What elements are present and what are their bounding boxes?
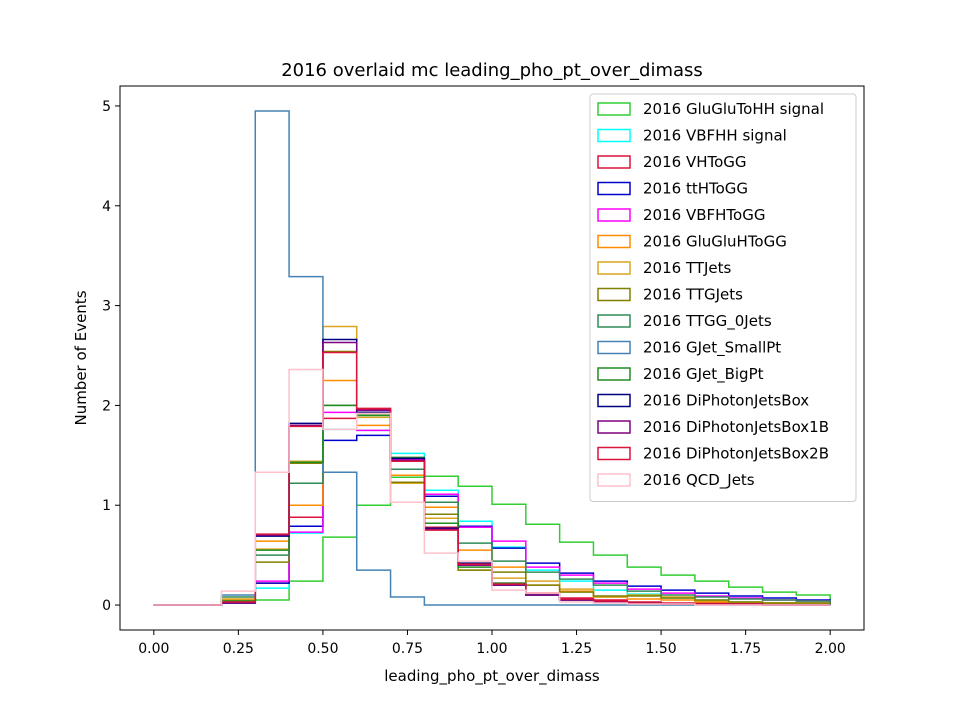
y-tick-label: 3 <box>102 299 111 315</box>
legend-label: 2016 VBFHH signal <box>643 127 787 145</box>
legend-label: 2016 VBFHToGG <box>643 206 765 224</box>
legend-swatch <box>597 155 631 169</box>
legend-label: 2016 DiPhotonJetsBox2B <box>643 445 829 463</box>
x-tick-label: 1.25 <box>561 641 592 657</box>
legend-swatch <box>597 208 631 222</box>
legend-swatch <box>597 367 631 381</box>
legend-swatch <box>597 261 631 275</box>
x-tick-label: 1.00 <box>476 641 507 657</box>
x-tick-label: 2.00 <box>815 641 846 657</box>
chart-title: 2016 overlaid mc leading_pho_pt_over_dim… <box>281 60 703 81</box>
legend-label: 2016 GluGluHToGG <box>643 233 787 251</box>
legend-swatch <box>597 128 631 143</box>
legend-swatch <box>597 340 631 355</box>
legend-swatch <box>597 102 631 116</box>
y-tick-label: 0 <box>102 598 111 614</box>
legend-swatch <box>597 473 631 487</box>
y-axis-ticks: 0 1 2 3 4 5 <box>102 99 120 614</box>
legend-label: 2016 GJet_SmallPt <box>643 339 781 358</box>
legend-label: 2016 GluGluToHH signal <box>643 100 824 118</box>
y-axis-label: Number of Events <box>72 290 90 425</box>
x-axis-ticks: 0.00 0.25 0.50 0.75 1.00 1.25 1.50 1.75 2.00 <box>138 630 846 657</box>
legend-label: 2016 DiPhotonJetsBox1B <box>643 418 829 436</box>
legend-swatch <box>597 234 631 249</box>
series-line-9 <box>153 110 831 606</box>
y-tick-label: 2 <box>102 398 111 414</box>
legend-swatch <box>597 314 631 328</box>
legend-label: 2016 GJet_BigPt <box>643 365 764 384</box>
x-tick-label: 0.00 <box>138 641 169 657</box>
legend: 2016 GluGluToHH signal 2016 VBFHH signal 2… <box>589 93 857 502</box>
y-tick-label: 1 <box>102 498 111 514</box>
x-axis-label: leading_pho_pt_over_dimass <box>384 667 600 686</box>
series-line-0 <box>153 475 831 606</box>
x-tick-label: 1.75 <box>730 641 761 657</box>
x-tick-label: 0.75 <box>392 641 423 657</box>
legend-label: 2016 TTJets <box>643 259 732 277</box>
legend-swatch <box>597 446 631 461</box>
y-tick-label: 5 <box>102 99 111 115</box>
series-line-14 <box>153 368 831 606</box>
legend-swatch <box>597 181 631 196</box>
legend-swatch <box>597 287 631 302</box>
legend-label: 2016 ttHToGG <box>643 180 748 198</box>
legend-frame <box>589 93 857 502</box>
x-tick-label: 1.50 <box>646 641 677 657</box>
legend-label: 2016 QCD_Jets <box>643 471 755 490</box>
legend-label: 2016 TTGJets <box>643 286 743 304</box>
legend-swatch <box>597 420 631 434</box>
plot-series-group <box>153 110 831 606</box>
legend-swatch <box>597 393 631 408</box>
x-tick-label: 0.50 <box>307 641 338 657</box>
legend-label: 2016 VHToGG <box>643 153 747 171</box>
x-tick-label: 0.25 <box>223 641 254 657</box>
legend-label: 2016 TTGG_0Jets <box>643 312 772 331</box>
y-tick-label: 4 <box>102 199 111 215</box>
legend-label: 2016 DiPhotonJetsBox <box>643 392 809 410</box>
